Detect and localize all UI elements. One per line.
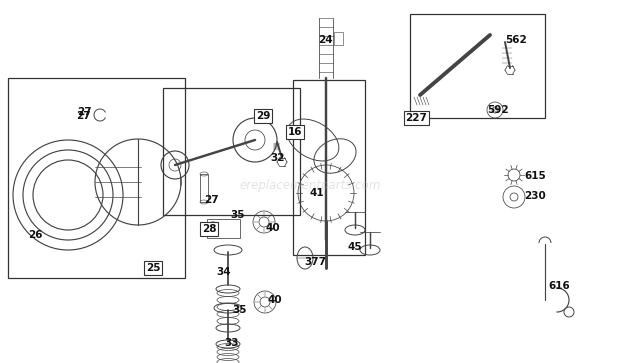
Text: 28: 28 xyxy=(202,224,216,234)
Text: 615: 615 xyxy=(524,171,546,181)
Text: 35: 35 xyxy=(230,210,244,220)
Bar xyxy=(293,80,365,255)
Bar xyxy=(410,14,545,118)
Text: 27: 27 xyxy=(204,195,219,205)
Text: 35: 35 xyxy=(232,305,247,315)
Text: 592: 592 xyxy=(487,105,508,115)
Text: 562: 562 xyxy=(505,35,527,45)
Text: 616: 616 xyxy=(548,281,570,291)
Text: 45: 45 xyxy=(347,242,361,252)
Text: 230: 230 xyxy=(524,191,546,201)
Bar xyxy=(8,78,185,278)
Bar xyxy=(200,174,208,202)
Text: 26: 26 xyxy=(28,230,43,240)
Text: 29: 29 xyxy=(256,111,270,121)
Text: 40: 40 xyxy=(265,223,280,233)
Bar xyxy=(207,219,240,238)
Bar xyxy=(334,32,343,45)
Text: 32: 32 xyxy=(270,153,285,163)
Text: 16: 16 xyxy=(288,127,303,137)
Text: 27: 27 xyxy=(77,107,92,117)
Text: 41: 41 xyxy=(310,188,325,198)
Text: 377: 377 xyxy=(304,257,326,267)
Bar xyxy=(163,88,300,215)
Text: 40: 40 xyxy=(267,295,281,305)
Text: 227: 227 xyxy=(405,113,427,123)
Text: ereplacementparts.com: ereplacementparts.com xyxy=(239,179,381,192)
Text: 33: 33 xyxy=(224,338,239,348)
Text: 27: 27 xyxy=(76,111,91,121)
Text: 34: 34 xyxy=(216,267,231,277)
Text: 24: 24 xyxy=(318,35,332,45)
Text: 25: 25 xyxy=(146,263,160,273)
